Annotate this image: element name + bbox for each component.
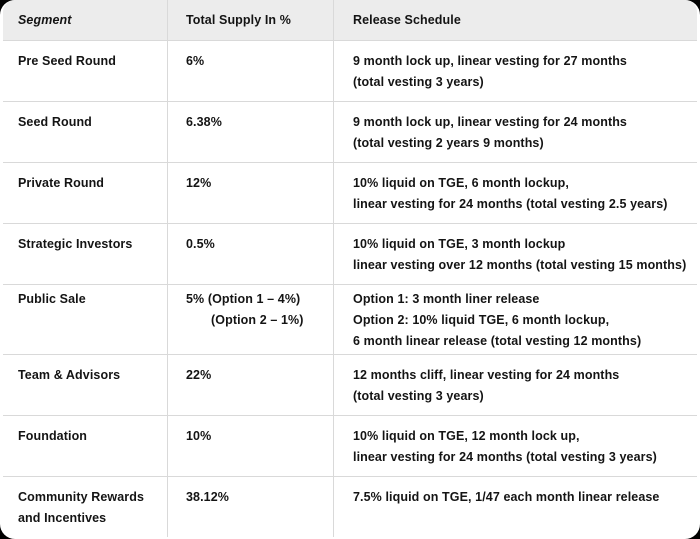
supply-text-line: (Option 2 – 1%) — [211, 313, 304, 327]
release-text-line: linear vesting for 24 months (total vest… — [353, 197, 668, 211]
segment-cell: Foundation — [3, 416, 167, 476]
table-row: Pre Seed Round 6% 9 month lock up, linear … — [3, 40, 697, 101]
segment-cell: Private Round — [3, 163, 167, 223]
release-text-line: 12 months cliff, linear vesting for 24 m… — [353, 368, 620, 382]
table-body: Pre Seed Round 6% 9 month lock up, linear … — [3, 40, 697, 537]
table-header-row: Segment Total Supply In % Release Schedu… — [3, 0, 697, 40]
supply-text-line: 12% — [186, 176, 212, 190]
table-row: Foundation 10% 10% liquid on TGE, 12 month… — [3, 415, 697, 476]
segment-cell: Strategic Investors — [3, 224, 167, 284]
table-row: Community Rewards and Incentives 38.12% 7.5… — [3, 476, 697, 537]
segment-text-line: Public Sale — [18, 292, 86, 306]
supply-cell: 0.5% — [167, 224, 333, 284]
supply-cell: 10% — [167, 416, 333, 476]
segment-cell: Public Sale — [3, 285, 167, 354]
supply-cell: 5% (Option 1 – 4%) (Option 2 – 1%) — [167, 285, 333, 354]
release-text-line: (total vesting 3 years) — [353, 389, 484, 403]
supply-text-line: 10% — [186, 429, 212, 443]
supply-cell: 6.38% — [167, 102, 333, 162]
segment-text-line: Pre Seed Round — [18, 54, 116, 68]
release-cell: 12 months cliff, linear vesting for 24 m… — [333, 355, 697, 415]
segment-text-line: Community Rewards — [18, 490, 145, 504]
supply-text-line: 38.12% — [186, 490, 229, 504]
release-text-line: (total vesting 3 years) — [353, 75, 484, 89]
release-text-line: linear vesting for 24 months (total vest… — [353, 450, 657, 464]
release-text-line: (total vesting 2 years 9 months) — [353, 136, 544, 150]
column-header-release-schedule: Release Schedule — [333, 0, 697, 40]
column-header-segment: Segment — [18, 13, 72, 27]
supply-text-line: 6% — [186, 54, 205, 68]
supply-text-line: 6.38% — [186, 115, 222, 129]
supply-cell: 6% — [167, 41, 333, 101]
supply-cell: 22% — [167, 355, 333, 415]
table-row: Seed Round 6.38% 9 month lock up, linear v… — [3, 101, 697, 162]
column-header-total-supply: Total Supply In % — [167, 0, 333, 40]
supply-text-line: 22% — [186, 368, 212, 382]
release-cell: 10% liquid on TGE, 12 month lock up, line… — [333, 416, 697, 476]
release-text-line: 10% liquid on TGE, 6 month lockup, — [353, 176, 569, 190]
segment-text-line: Team & Advisors — [18, 368, 121, 382]
segment-text-line: Private Round — [18, 176, 105, 190]
supply-text-line: 0.5% — [186, 237, 215, 251]
segment-text-line: Strategic Investors — [18, 237, 133, 251]
segment-cell: Pre Seed Round — [3, 41, 167, 101]
supply-cell: 38.12% — [167, 477, 333, 537]
release-cell: Option 1: 3 month liner release Option 2:… — [333, 285, 697, 354]
release-text-line: 10% liquid on TGE, 3 month lockup — [353, 237, 566, 251]
table-row: Private Round 12% 10% liquid on TGE, 6 mon… — [3, 162, 697, 223]
release-cell: 10% liquid on TGE, 3 month lockup linear … — [333, 224, 697, 284]
release-text-line: 10% liquid on TGE, 12 month lock up, — [353, 429, 580, 443]
segment-text-line: and Incentives — [18, 511, 107, 525]
release-text-line: Option 1: 3 month liner release — [353, 292, 540, 306]
release-cell: 9 month lock up, linear vesting for 24 m… — [333, 102, 697, 162]
segment-cell: Community Rewards and Incentives — [3, 477, 167, 537]
release-text-line: linear vesting over 12 months (total ves… — [353, 258, 687, 272]
supply-text-line: 5% (Option 1 – 4%) — [186, 292, 301, 306]
release-cell: 10% liquid on TGE, 6 month lockup, linear… — [333, 163, 697, 223]
segment-cell: Team & Advisors — [3, 355, 167, 415]
release-text-line: 7.5% liquid on TGE, 1/47 each month line… — [353, 490, 660, 504]
release-text-line: 9 month lock up, linear vesting for 27 m… — [353, 54, 627, 68]
release-text-line: 6 month linear release (total vesting 12… — [353, 334, 642, 348]
release-text-line: Option 2: 10% liquid TGE, 6 month lockup… — [353, 313, 610, 327]
segment-text-line: Seed Round — [18, 115, 92, 129]
release-cell: 7.5% liquid on TGE, 1/47 each month line… — [333, 477, 697, 537]
supply-cell: 12% — [167, 163, 333, 223]
table-row: Public Sale 5% (Option 1 – 4%) (Option 2 –… — [3, 284, 697, 354]
table-row: Strategic Investors 0.5% 10% liquid on TGE… — [3, 223, 697, 284]
table-row: Team & Advisors 22% 12 months cliff, linea… — [3, 354, 697, 415]
release-cell: 9 month lock up, linear vesting for 27 m… — [333, 41, 697, 101]
segment-text-line: Foundation — [18, 429, 88, 443]
segment-cell: Seed Round — [3, 102, 167, 162]
release-text-line: 9 month lock up, linear vesting for 24 m… — [353, 115, 627, 129]
